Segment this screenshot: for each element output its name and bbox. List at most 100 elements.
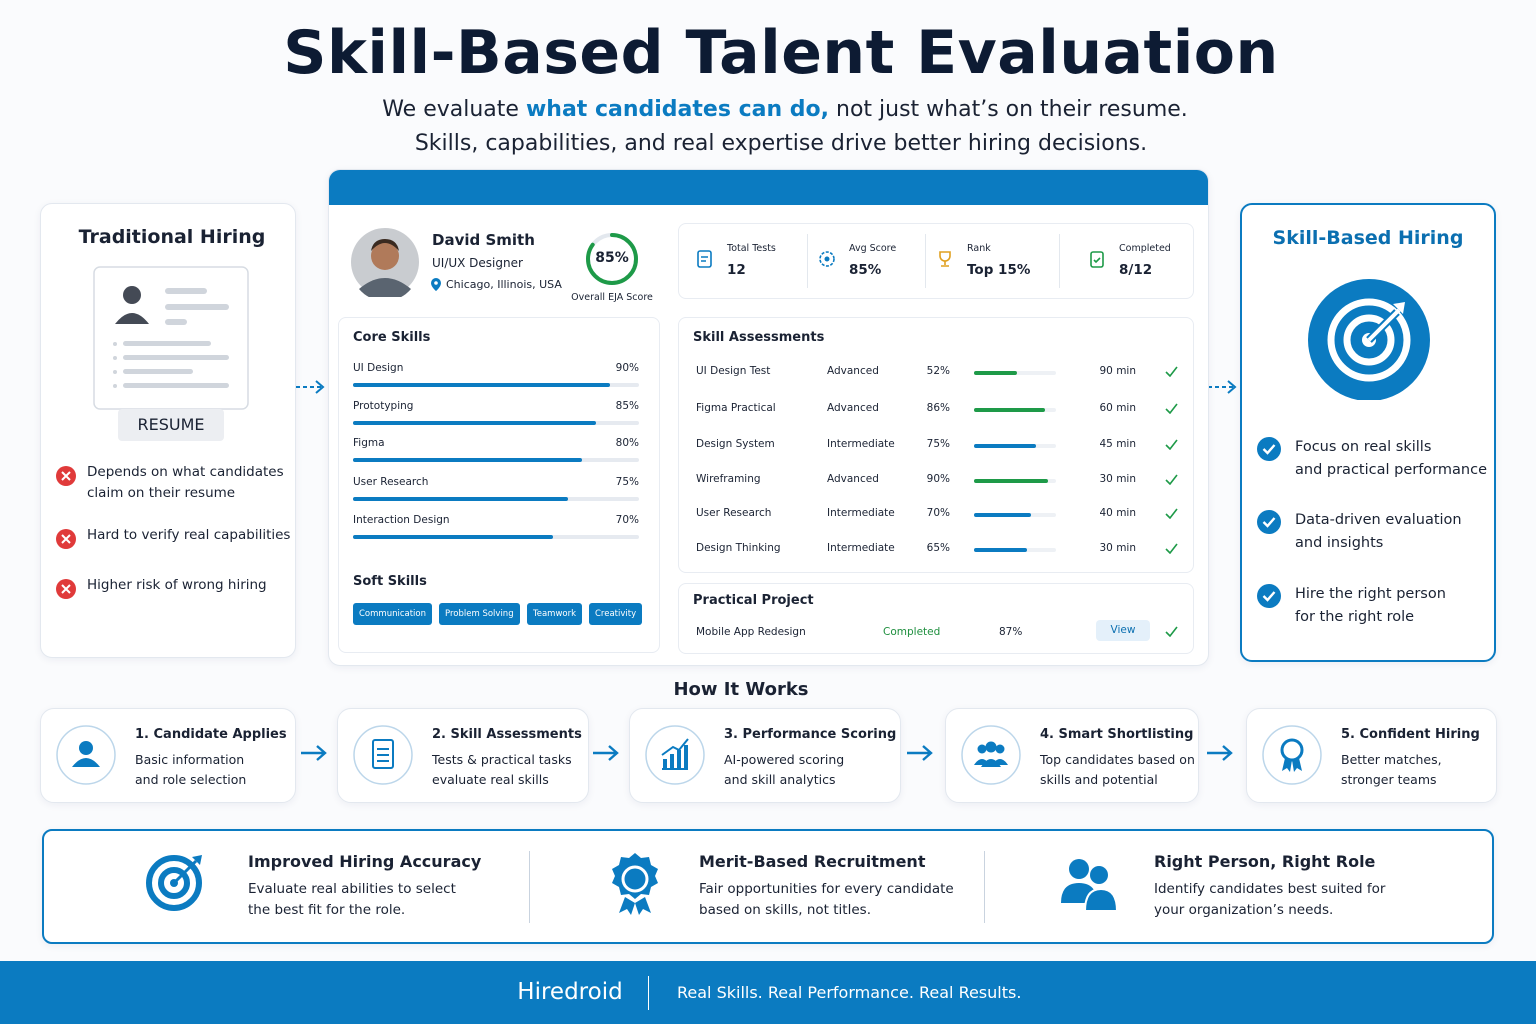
subtitle: Skills, capabilities, and real expertise…	[414, 131, 1148, 156]
skill-bar	[353, 458, 582, 462]
avatar	[351, 228, 419, 297]
check-icon	[1165, 439, 1178, 450]
traditional-card: Traditional Hiring RESUME Depends on wha…	[40, 203, 296, 658]
step-text: stronger teams	[1341, 772, 1437, 787]
step-title: 1. Candidate Applies	[135, 727, 287, 742]
soft-skill-tag: Creativity	[589, 603, 643, 625]
step-arrow	[301, 745, 327, 761]
assessment-bar	[974, 479, 1048, 483]
project-score: 87%	[999, 626, 1023, 638]
subtitle-highlight: what candidates can do,	[525, 97, 830, 122]
resume-graphic	[93, 266, 249, 410]
step-arrow	[1207, 745, 1233, 761]
stats-box: Total Tests 12 Avg Score 85% Rank Top 15% Comp…	[678, 223, 1194, 299]
assessment-level: Intermediate	[827, 438, 895, 450]
assessment-bar	[974, 513, 1032, 517]
subtitle-text: not just what’s on their resume.	[829, 97, 1188, 122]
assessment-time: 45 min	[1099, 438, 1137, 450]
stat-value: 85%	[849, 262, 882, 278]
skill-bar	[353, 383, 611, 387]
check-icon	[1165, 366, 1178, 377]
benefits-box: Improved Hiring Accuracy Evaluate real ab…	[42, 829, 1494, 944]
score-caption: Overall EJA Score	[571, 292, 653, 303]
score-value: 85%	[595, 250, 629, 266]
step-title: 5. Confident Hiring	[1341, 727, 1480, 742]
point-text: for the right role	[1295, 609, 1415, 625]
cross-icon	[56, 529, 76, 549]
assessment-score: 75%	[926, 438, 950, 450]
skill-name: Prototyping	[353, 400, 414, 412]
benefit-text: the best fit for the role.	[248, 902, 406, 918]
assessment-name: User Research	[696, 507, 772, 519]
point-text: Focus on real skills	[1295, 439, 1432, 455]
card-title: Skill-Based Hiring	[1272, 227, 1464, 249]
soft-skill-tag: Teamwork	[527, 603, 583, 625]
skill-based-card: Skill-Based Hiring Focus on real skills a…	[1240, 203, 1496, 662]
step-icon	[56, 725, 116, 785]
candidate-name: David Smith	[432, 231, 535, 249]
assessment-level: Advanced	[827, 365, 879, 377]
check-icon	[1165, 474, 1178, 485]
benefit-icon	[612, 853, 658, 915]
step-card: 1. Candidate Applies Basic information and…	[40, 708, 296, 803]
stat-value: Top 15%	[967, 262, 1031, 278]
step-title: 4. Smart Shortlisting	[1040, 727, 1194, 742]
assessment-name: UI Design Test	[696, 365, 771, 377]
footer-brand: Hiredroid	[517, 979, 623, 1005]
step-text: Better matches,	[1341, 752, 1442, 767]
candidate-location: Chicago, Illinois, USA	[446, 278, 562, 291]
soft-skill-tag: Communication	[353, 603, 432, 625]
benefit-title: Improved Hiring Accuracy	[248, 852, 482, 871]
stat-divider	[925, 234, 926, 288]
view-button[interactable]: View	[1096, 620, 1150, 641]
assessment-bar	[974, 371, 1017, 375]
connector-arrow	[296, 380, 325, 394]
footer: Hiredroid Real Skills. Real Performance.…	[0, 961, 1536, 1024]
benefit-icon	[1061, 859, 1119, 912]
step-title: 3. Performance Scoring	[724, 727, 897, 742]
point-text: claim on their resume	[87, 485, 236, 501]
stat-label: Total Tests	[727, 243, 776, 254]
benefit-text: based on skills, not titles.	[699, 902, 871, 918]
stat-label: Avg Score	[849, 243, 897, 254]
step-card: 3. Performance Scoring AI-powered scoring…	[629, 708, 901, 803]
subtitle: We evaluate what candidates can do, not …	[0, 97, 1536, 122]
subtitle-text: We evaluate	[382, 97, 526, 122]
step-text: skills and potential	[1040, 772, 1158, 787]
location-pin	[431, 278, 441, 291]
dashboard-header-bar	[329, 170, 1208, 205]
step-text: and skill analytics	[724, 772, 836, 787]
check-icon	[1165, 543, 1178, 554]
project-status: Completed	[883, 626, 941, 638]
cross-icon	[56, 466, 76, 486]
assessment-name: Design Thinking	[696, 542, 781, 554]
skill-name: Figma	[353, 437, 385, 449]
skill-bar	[353, 535, 554, 539]
resume-label: RESUME	[118, 409, 224, 441]
point-text: and insights	[1295, 535, 1384, 551]
step-text: evaluate real skills	[432, 772, 549, 787]
section-title: Soft Skills	[353, 574, 427, 589]
assessment-score: 70%	[926, 507, 950, 519]
step-text: Top candidates based on	[1040, 752, 1195, 767]
check-icon	[1165, 626, 1178, 637]
assessment-bar	[974, 444, 1036, 448]
stat-divider	[807, 234, 808, 288]
skill-bar	[353, 497, 568, 501]
project-box: Practical Project Mobile App Redesign Co…	[678, 583, 1194, 654]
assessment-name: Figma Practical	[696, 402, 776, 414]
stat-icon	[819, 251, 835, 267]
assessment-score: 86%	[926, 402, 950, 414]
assessment-name: Design System	[696, 438, 775, 450]
assessment-bar	[974, 548, 1028, 552]
assessment-score: 65%	[926, 542, 950, 554]
skill-name: User Research	[353, 476, 429, 488]
benefit-title: Merit-Based Recruitment	[699, 852, 926, 871]
section-title: How It Works	[673, 679, 809, 700]
stat-icon	[697, 250, 712, 268]
assessment-level: Advanced	[827, 402, 879, 414]
check-icon	[1165, 403, 1178, 414]
project-name: Mobile App Redesign	[696, 626, 806, 638]
benefit-icon	[146, 855, 202, 911]
